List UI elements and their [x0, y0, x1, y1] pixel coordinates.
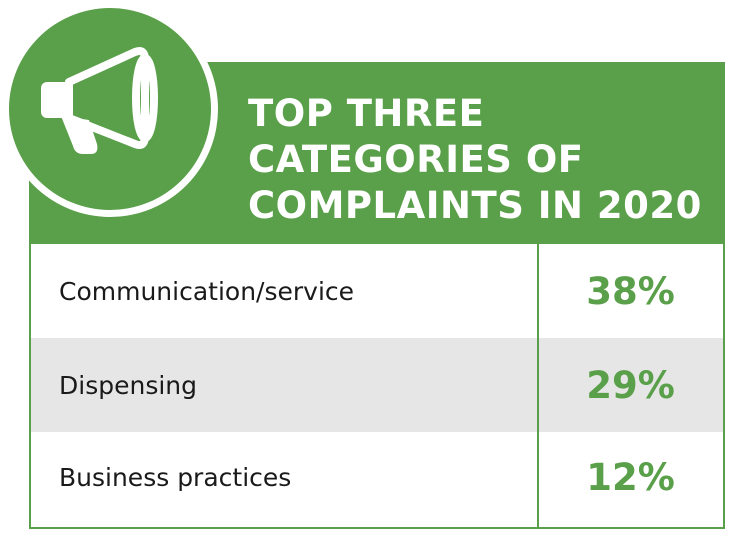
category-label: Communication/service [59, 276, 355, 306]
category-value: 38% [586, 269, 675, 313]
category-value: 12% [586, 456, 675, 499]
complaints-table: Communication/service 38% Dispensing 29%… [31, 244, 723, 523]
table-row: Communication/service 38% [31, 244, 723, 338]
title-line-3: COMPLAINTS IN 2020 [248, 184, 702, 227]
column-divider [537, 244, 539, 527]
megaphone-icon [41, 47, 158, 154]
category-label: Dispensing [59, 370, 198, 400]
table-row: Dispensing 29% [31, 338, 723, 432]
title-line-2: CATEGORIES OF [248, 138, 584, 181]
title-line-1: TOP THREE [248, 92, 485, 135]
megaphone-badge [9, 8, 211, 210]
complaints-card: TOP THREE CATEGORIES OF COMPLAINTS IN 20… [29, 62, 725, 529]
chart-title: TOP THREE CATEGORIES OF COMPLAINTS IN 20… [248, 91, 702, 229]
category-value: 29% [586, 363, 675, 407]
category-label: Business practices [59, 463, 292, 492]
table-row: Business practices 12% [31, 432, 723, 523]
